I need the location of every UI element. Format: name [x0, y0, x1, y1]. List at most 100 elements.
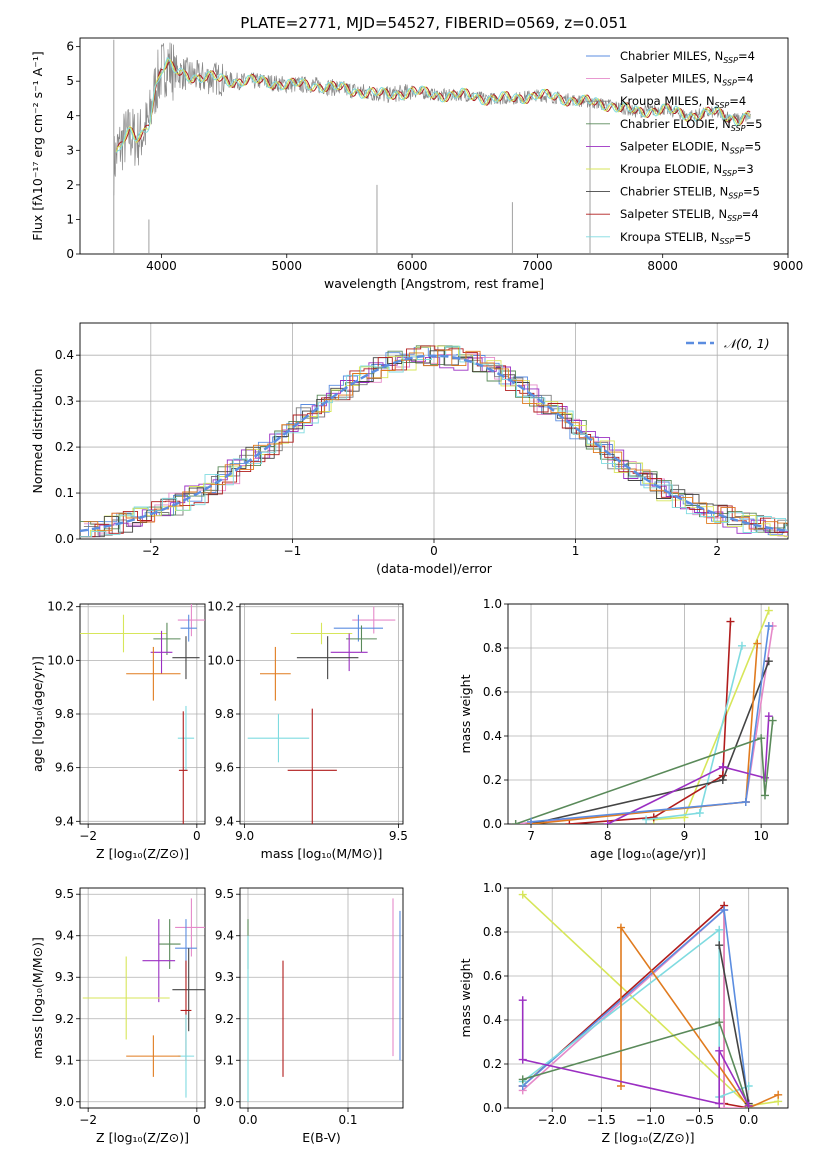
legend-entry: Kroupa ELODIE, NSSP=3 — [620, 162, 754, 178]
plus-marker — [720, 1104, 729, 1108]
y-tick-label: 9.4 — [55, 929, 74, 943]
spectrum-axes: 4000 5000 6000 7000 8000 9000 0 1 2 3 4 5 6 wavelengt… — [30, 37, 804, 291]
x-tick-label: −1.0 — [636, 1113, 665, 1127]
age-vs-mass-frame — [239, 603, 404, 825]
y-tick-label: 9.8 — [215, 707, 234, 721]
massweight-vs-age-series — [511, 606, 777, 824]
spectrum-legend: Chabrier MILES, NSSP=4 Salpeter MILES, NS… — [586, 49, 762, 246]
errorbar-point — [352, 606, 396, 634]
y-tick-label: 9.1 — [215, 1053, 234, 1067]
legend-entry: Salpeter ELODIE, NSSP=5 — [620, 139, 761, 155]
plus-marker — [760, 791, 769, 800]
residuals-ylabel: Normed distribution — [30, 369, 45, 494]
normal-curve — [80, 354, 788, 533]
plus-marker — [737, 641, 746, 650]
mass-weight-line — [530, 643, 759, 824]
x-tick-label: −2 — [142, 544, 160, 558]
y-tick-label: 9.8 — [55, 707, 74, 721]
mass-weight-line — [607, 716, 770, 824]
plus-marker — [603, 820, 612, 824]
plus-marker — [715, 941, 724, 950]
errorbar-point — [158, 919, 181, 969]
y-tick-label: 10.2 — [207, 600, 234, 614]
plus-marker — [649, 813, 658, 822]
x-tick-label: 0.0 — [238, 1113, 257, 1127]
x-tick-label: −2 — [79, 829, 97, 843]
model-fit-line — [115, 57, 751, 154]
y-tick-label: 1 — [66, 212, 74, 226]
x-tick-label: 0.0 — [739, 1113, 758, 1127]
y-tick-label: 1.0 — [483, 881, 502, 895]
legend-entry: Chabrier STELIB, NSSP=5 — [620, 185, 760, 201]
spectrum-frame — [79, 37, 789, 255]
mass-vs-Z-axes: −2 0 9.0 9.1 9.2 9.3 9.4 9.5 Z [log₁₀(Z/Z⊙)] mass… — [30, 887, 206, 1145]
age-vs-Z-ylabel: age [log₁₀(age/yr)] — [30, 656, 45, 772]
residuals-xlabel: (data-model)/error — [376, 561, 493, 576]
x-tick-label: 4000 — [146, 259, 177, 273]
mass-weight-line — [530, 625, 770, 823]
y-tick-label: 9.1 — [55, 1053, 74, 1067]
residual-histogram — [80, 345, 788, 538]
residual-legend: 𝒩(0, 1) — [686, 336, 770, 351]
x-tick-label: 9 — [681, 829, 689, 843]
y-tick-label: 0.2 — [483, 773, 502, 787]
mass-vs-EBV-axes: 0.0 0.1 9.0 9.1 9.2 9.3 9.4 9.5 E(B-V) — [215, 887, 404, 1145]
y-tick-label: 9.4 — [215, 814, 234, 828]
errorbar-point — [287, 708, 337, 824]
y-tick-label: 9.2 — [215, 1012, 234, 1026]
legend-entry: 𝒩(0, 1) — [724, 336, 770, 351]
residuals-frame — [79, 322, 789, 540]
errorbar-point — [330, 633, 368, 672]
y-tick-label: 6 — [66, 40, 74, 54]
plus-marker — [764, 606, 773, 615]
residual-histogram — [80, 345, 788, 538]
errorbar-point — [150, 630, 173, 674]
errorbar-point — [142, 919, 176, 1003]
mass-weight-line — [522, 908, 749, 1108]
y-tick-label: 0 — [66, 247, 74, 261]
plus-marker — [757, 734, 766, 743]
plus-marker — [764, 622, 773, 630]
plus-marker — [715, 1046, 724, 1055]
plus-marker — [741, 798, 750, 806]
y-tick-label: 0.4 — [483, 1013, 502, 1027]
y-tick-label: 0.1 — [55, 486, 74, 500]
plus-marker — [764, 657, 773, 666]
residual-histogram — [83, 345, 788, 536]
y-tick-label: 9.0 — [55, 1095, 74, 1109]
massweight-vs-Z-axes: −2.0 −1.5 −1.0 −0.5 0.0 0.0 0.2 0.4 0.6 0.8 1.0 Z [… — [458, 881, 789, 1145]
x-tick-label: 0 — [193, 829, 201, 843]
errorbar-point — [126, 1035, 181, 1077]
legend-entry: Chabrier ELODIE, NSSP=5 — [620, 117, 762, 133]
x-tick-label: 0 — [193, 1113, 201, 1127]
legend-entry: Chabrier MILES, NSSP=4 — [620, 49, 755, 65]
mass-vs-EBV-xlabel: E(B-V) — [302, 1130, 341, 1145]
plus-marker — [774, 1090, 783, 1099]
x-tick-label: −2 — [79, 1113, 97, 1127]
x-tick-label: 6000 — [397, 259, 428, 273]
errorbar-point — [177, 604, 205, 637]
y-tick-label: 5 — [66, 74, 74, 88]
x-tick-label: 7000 — [522, 259, 553, 273]
y-tick-label: 10.2 — [47, 600, 74, 614]
x-tick-label: 0 — [430, 544, 438, 558]
plus-marker — [527, 817, 536, 824]
plus-marker — [764, 712, 773, 721]
y-tick-label: 3 — [66, 143, 74, 157]
plus-marker — [518, 1075, 527, 1084]
spectrum-ylabel: Flux [fλ10⁻¹⁷ erg cm⁻² s⁻¹ A⁻¹] — [30, 51, 45, 240]
mass-weight-line — [530, 660, 770, 824]
mass-weight-line — [515, 720, 774, 824]
y-tick-label: 9.5 — [55, 887, 74, 901]
age-vs-Z-points — [80, 604, 205, 824]
plus-marker — [726, 617, 735, 626]
plus-marker — [715, 925, 724, 934]
age-vs-Z-frame — [79, 603, 206, 825]
y-tick-label: 0.0 — [483, 817, 502, 831]
residual-histogram — [85, 356, 788, 538]
x-tick-label: 10 — [754, 829, 769, 843]
x-tick-label: 9.5 — [389, 829, 408, 843]
massweight-vs-Z-frame — [507, 887, 789, 1109]
errorbar-point — [346, 625, 377, 653]
x-tick-label: 9000 — [773, 259, 804, 273]
